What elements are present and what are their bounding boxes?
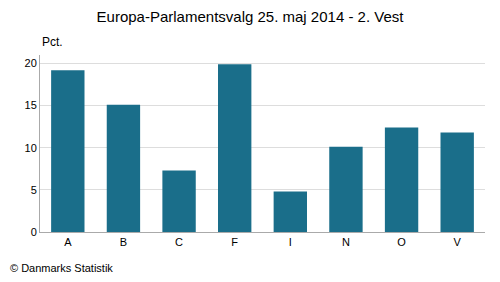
svg-text:0: 0 [31,226,37,238]
svg-text:V: V [454,236,462,248]
svg-text:I: I [289,236,292,248]
svg-text:B: B [120,236,127,248]
svg-text:A: A [64,236,72,248]
svg-text:C: C [175,236,183,248]
svg-text:5: 5 [31,184,37,196]
svg-text:N: N [342,236,350,248]
svg-text:10: 10 [25,142,37,154]
svg-text:F: F [231,236,238,248]
svg-text:20: 20 [25,57,37,69]
svg-text:© Danmarks Statistik: © Danmarks Statistik [10,262,113,274]
svg-text:Pct.: Pct. [42,35,63,49]
svg-text:15: 15 [25,99,37,111]
svg-text:Europa-Parlamentsvalg 25. maj: Europa-Parlamentsvalg 25. maj 2014 - 2. … [97,8,405,25]
svg-text:O: O [397,236,406,248]
